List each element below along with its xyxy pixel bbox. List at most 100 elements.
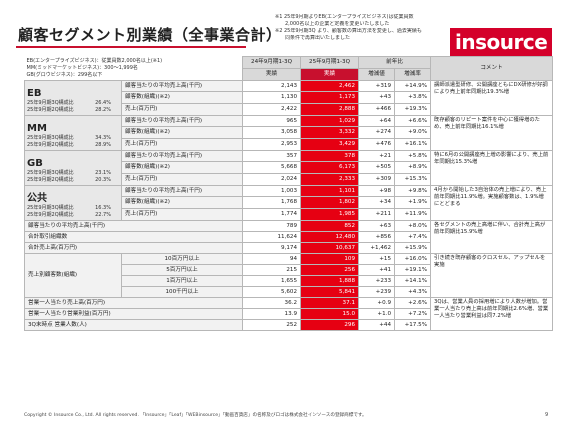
- curr-value: 2,333: [300, 172, 360, 186]
- rate-value: +14.1%: [394, 274, 432, 287]
- rate-value: +1.9%: [394, 196, 432, 209]
- rate-value: +3.8%: [394, 91, 432, 104]
- metric-label: 売上(百万円): [120, 137, 244, 151]
- sales-row: 営業一人当たり営業利益(百万円) 13.9 15.0 +1.0 +7.2%: [23, 307, 553, 320]
- segment-label: MM 25年9月期3Q構成比 34.3% 25年9月期2Q構成比 28.9%: [24, 114, 122, 151]
- share-value: 28.9%: [95, 141, 111, 148]
- prev-value: 3,058: [242, 126, 302, 139]
- metric-label: 売上(百万円): [120, 172, 244, 186]
- share-line: 25年9月期3Q構成比 16.3%: [27, 205, 119, 212]
- page-number: 9: [545, 412, 549, 418]
- curr-value: 1,985: [300, 207, 360, 221]
- curr-value: 1,101: [300, 184, 360, 198]
- prev-value: 13.9: [242, 307, 302, 320]
- share-line: 25年9月期2Q構成比 20.3%: [27, 177, 119, 184]
- sales-metric-label: 営業一人当たり売上高(百万円): [23, 296, 244, 309]
- band-label: 100千円以上: [120, 285, 244, 298]
- curr-value: 2,888: [300, 102, 360, 116]
- segment-performance-table: EB(エンタープライズビジネス)：従業員数2,000名以上(※1) MM(ミッドマ…: [23, 56, 554, 331]
- curr-value: 296: [300, 318, 360, 331]
- footnote-line: ※1 25年9月期よりEB(エンタープライズビジネス)は従業員数: [275, 14, 414, 20]
- band-row: 売上別顧客数(組織) 10百万円以上 94 109 +15 +16.0% 引き続き既存顧客の…: [24, 252, 554, 298]
- segment-name: MM: [27, 122, 47, 134]
- segment-label: 公共 25年9月期3Q構成比 16.3% 25年9月期2Q構成比 22.7%: [24, 184, 122, 221]
- rate-value: +5.8%: [394, 149, 432, 163]
- sales-metric-label: 3Q末時点 営業人数(人): [23, 318, 244, 331]
- prev-value: 2,422: [242, 102, 302, 116]
- header-curr-period: 25年9月期1-3Q: [300, 56, 360, 69]
- share-value: 34.3%: [95, 134, 111, 141]
- band-label: 5百万円以上: [120, 263, 244, 276]
- total-metric-label: 合計売上高(百万円): [23, 241, 244, 254]
- diff-value: +309: [358, 172, 396, 186]
- share-line: 25年9月期3Q構成比 23.1%: [27, 170, 119, 177]
- bands-comment: 引き続き既存顧客のクロスセル、アップセルを実施: [430, 252, 554, 298]
- total-row: 合計売上高(百万円) 9,174 10,637 +1,462 +15.9%: [23, 241, 553, 254]
- segment-row: 顧客数(組織)(※2) 5,668 6,173 +505 +8.9%: [25, 161, 553, 174]
- rate-value: +6.6%: [394, 114, 432, 128]
- curr-value: 256: [300, 263, 360, 276]
- curr-value: 2,462: [300, 79, 360, 93]
- prev-value: 2,953: [242, 137, 302, 151]
- diff-value: +43: [358, 91, 396, 104]
- curr-value: 10,637: [300, 241, 360, 254]
- diff-value: +466: [358, 102, 396, 116]
- segment-name: EB: [27, 87, 42, 99]
- sales-row: 3Q末時点 営業人数(人) 252 296 +44 +17.5%: [23, 318, 553, 331]
- diff-value: +319: [358, 79, 396, 93]
- definition-line: MM(ミッドマーケットビジネス)：300～1,999名: [26, 64, 138, 71]
- metric-label: 売上(百万円): [120, 102, 244, 116]
- prev-value: 1,130: [242, 91, 302, 104]
- share-value: 26.4%: [95, 99, 111, 106]
- curr-value: 1,173: [300, 91, 360, 104]
- header-actual-current: 実績: [300, 67, 360, 81]
- rate-value: +15.9%: [394, 241, 432, 254]
- band-label: 1百万円以上: [120, 274, 244, 287]
- segment-comment: 既存顧客のリピート案件を中心に獲得増のため、売上前年同期比16.1%増: [430, 114, 554, 151]
- prev-value: 5,668: [242, 161, 302, 174]
- curr-value: 3,332: [300, 126, 360, 139]
- diff-value: +44: [358, 318, 396, 331]
- diff-value: +41: [358, 263, 396, 276]
- prev-value: 36.2: [242, 296, 302, 309]
- prev-value: 789: [242, 219, 302, 232]
- rate-value: +7.4%: [394, 230, 432, 243]
- sales-metric-label: 営業一人当たり営業利益(百万円): [23, 307, 244, 320]
- share-label: 25年9月期2Q構成比: [27, 106, 74, 113]
- diff-value: +21: [358, 149, 396, 163]
- metric-label: 顧客当たりの平均売上高(千円): [120, 149, 244, 163]
- header-row: EB(エンタープライズビジネス)：従業員数2,000名以上(※1) MM(ミッドマ…: [24, 56, 554, 81]
- segment-label: EB 25年9月期3Q構成比 26.4% 25年9月期2Q構成比 28.2%: [24, 79, 122, 116]
- curr-value: 12,480: [300, 230, 360, 243]
- rate-value: +19.3%: [394, 102, 432, 116]
- insource-logo: insource: [450, 28, 553, 56]
- rate-value: +15.3%: [394, 172, 432, 186]
- rate-value: +16.1%: [394, 137, 432, 151]
- segment-definitions: EB(エンタープライズビジネス)：従業員数2,000名以上(※1) MM(ミッドマ…: [24, 56, 243, 80]
- segment-row: EB 25年9月期3Q構成比 26.4% 25年9月期2Q構成比 28.2% 顧客当たりの…: [24, 79, 554, 116]
- segment-row: 売上(百万円) 2,953 3,429 +476 +16.1%: [25, 137, 553, 151]
- segment-row: 売上(百万円) 2,024 2,333 +309 +15.3%: [25, 172, 553, 186]
- metric-label: 顧客数(組織)(※2): [120, 91, 244, 104]
- diff-value: +34: [358, 196, 396, 209]
- prev-value: 357: [242, 149, 302, 163]
- rate-value: +7.2%: [394, 307, 432, 320]
- header-actual: 実績: [242, 67, 302, 81]
- segment-row: 売上(百万円) 2,422 2,888 +466 +19.3%: [25, 102, 553, 116]
- segment-row: 売上(百万円) 1,774 1,985 +211 +11.9%: [25, 207, 553, 221]
- share-label: 25年9月期3Q構成比: [27, 99, 74, 106]
- share-label: 25年9月期3Q構成比: [27, 169, 74, 176]
- rate-value: +9.8%: [394, 184, 432, 198]
- rate-value: +4.3%: [394, 285, 432, 298]
- share-value: 22.7%: [95, 211, 111, 218]
- diff-value: +274: [358, 126, 396, 139]
- share-value: 16.3%: [95, 204, 111, 211]
- diff-value: +476: [358, 137, 396, 151]
- header-diff: 増減値: [358, 67, 396, 81]
- total-row: 顧客当たりの平均売上高(千円) 789 852 +63 +8.0% 各セグメントの売上高増…: [23, 219, 554, 254]
- share-line: 25年9月期2Q構成比 22.7%: [27, 212, 119, 219]
- page-title: 顧客セグメント別業績（全事業合計）: [18, 26, 282, 44]
- share-label: 25年9月期2Q構成比: [27, 211, 74, 218]
- header-row: 実績 実績 増減値 増減率: [25, 67, 553, 81]
- curr-value: 109: [300, 252, 360, 265]
